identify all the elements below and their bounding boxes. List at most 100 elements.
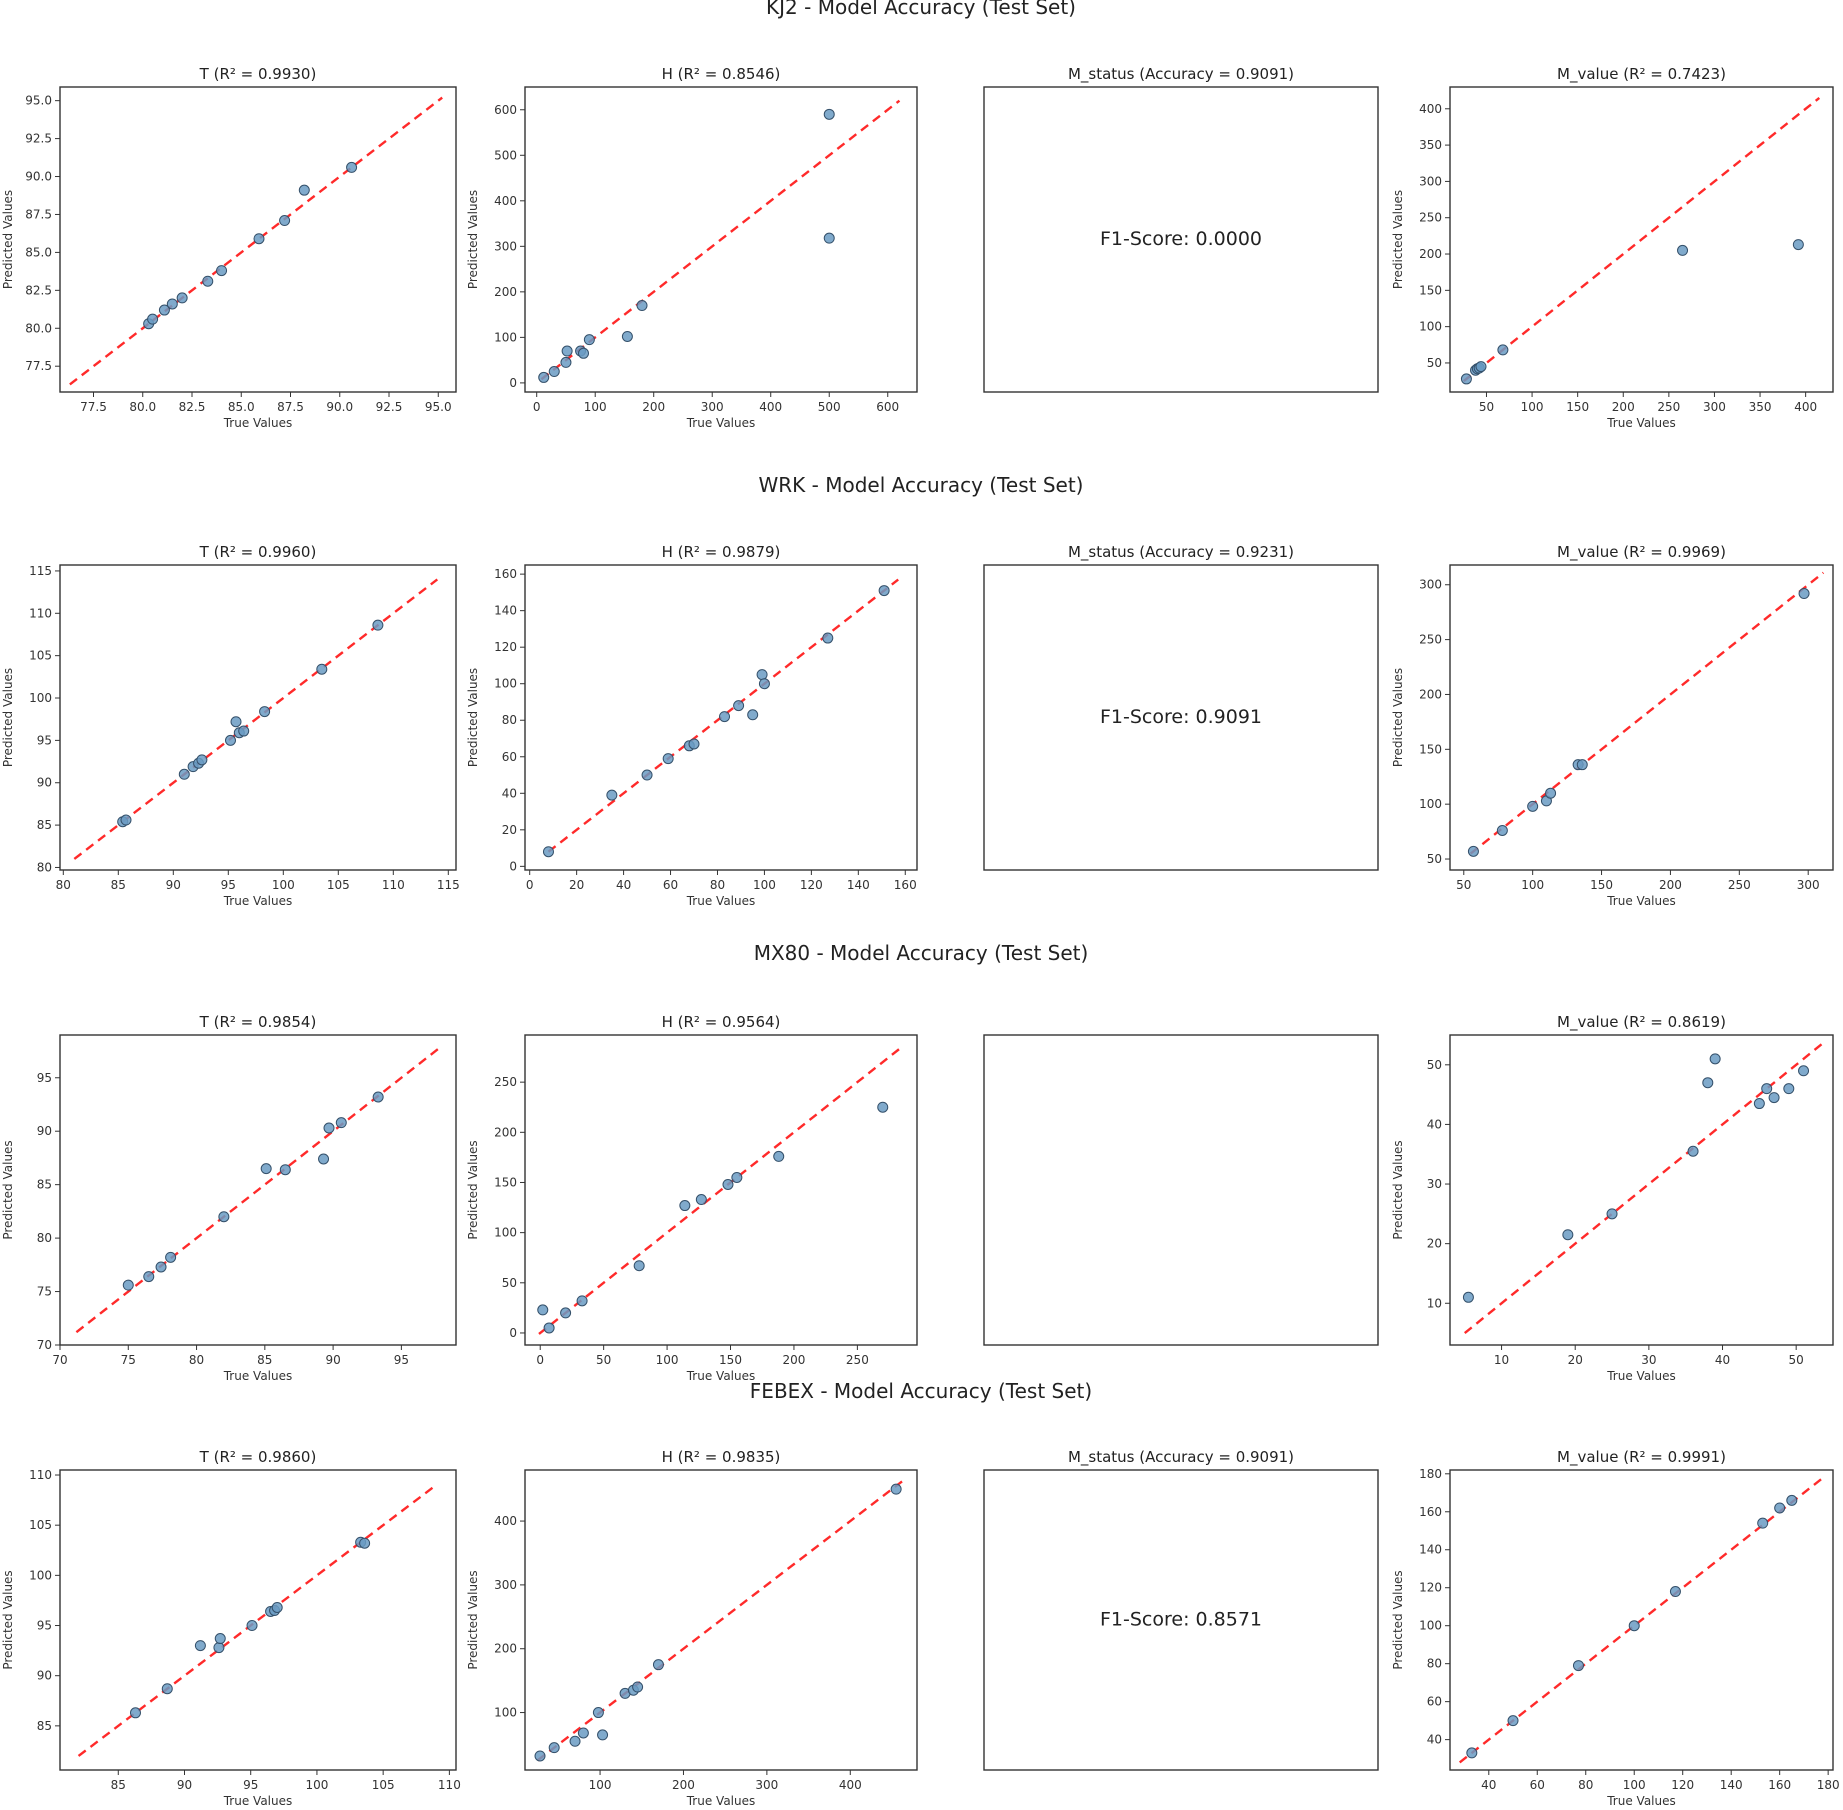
data-point xyxy=(542,846,554,858)
y-tick-label: 87.5 xyxy=(25,207,52,221)
x-axis-label: True Values xyxy=(686,1794,756,1808)
x-tick-label: 85 xyxy=(111,1778,126,1792)
data-point xyxy=(166,298,178,310)
data-point xyxy=(641,769,653,781)
x-tick-label: 40 xyxy=(1481,1778,1496,1792)
x-axis-label: True Values xyxy=(223,1369,293,1383)
x-tick-label: 40 xyxy=(616,878,631,892)
x-tick-label: 300 xyxy=(701,400,724,414)
ideal-line xyxy=(75,1044,444,1334)
y-axis-label: Predicted Values xyxy=(466,1570,480,1669)
y-tick-label: 50 xyxy=(1427,1058,1442,1072)
axes-frame xyxy=(983,1034,1379,1346)
x-tick-label: 150 xyxy=(719,1353,742,1367)
y-tick-label: 75 xyxy=(37,1285,52,1299)
panel-1: H (R² = 0.9564) 0 50 100 150 200 250 0 50 100 150 2… xyxy=(466,1013,918,1383)
data-point xyxy=(548,1742,560,1754)
axes-frame xyxy=(524,1034,918,1346)
y-tick-label: 90 xyxy=(37,776,52,790)
data-point xyxy=(143,1271,155,1283)
data-point xyxy=(158,304,170,316)
axes-frame xyxy=(983,1469,1379,1771)
y-tick-label: 300 xyxy=(494,239,517,253)
x-tick-label: 60 xyxy=(663,878,678,892)
x-tick-label: 350 xyxy=(1749,400,1772,414)
y-axis-label: Predicted Values xyxy=(1,1140,15,1239)
x-tick-label: 100 xyxy=(656,1353,679,1367)
row-2: MX80 - Model Accuracy (Test Set) T (R² = … xyxy=(1,941,1834,1383)
data-point xyxy=(323,1122,335,1134)
data-point xyxy=(1576,759,1588,771)
y-tick-label: 110 xyxy=(29,1468,52,1482)
x-tick-label: 60 xyxy=(1530,1778,1545,1792)
x-tick-label: 110 xyxy=(438,1778,461,1792)
panel-title: M_value (R² = 0.8619) xyxy=(1557,1013,1726,1032)
y-tick-label: 120 xyxy=(494,640,517,654)
x-tick-label: 50 xyxy=(1456,878,1471,892)
axes-frame xyxy=(59,1469,457,1771)
data-point xyxy=(878,585,890,597)
y-tick-label: 350 xyxy=(1419,138,1442,152)
data-point xyxy=(1757,1517,1769,1529)
panel-title: M_status (Accuracy = 0.9091) xyxy=(1068,65,1294,84)
y-tick-label: 80 xyxy=(502,713,517,727)
x-tick-label: 30 xyxy=(1641,1353,1656,1367)
x-axis-label: True Values xyxy=(686,416,756,430)
y-tick-label: 115 xyxy=(29,564,52,578)
data-point xyxy=(1628,1620,1640,1632)
x-tick-label: 95 xyxy=(221,878,236,892)
x-tick-label: 95.0 xyxy=(425,400,452,414)
x-tick-label: 115 xyxy=(437,878,460,892)
data-point xyxy=(1774,1502,1786,1514)
x-tick-label: 0 xyxy=(533,400,541,414)
y-tick-label: 10 xyxy=(1427,1296,1442,1310)
data-point xyxy=(318,1153,330,1165)
panel-title: H (R² = 0.8546) xyxy=(662,65,781,83)
x-tick-label: 100 xyxy=(272,878,295,892)
y-axis-label: Predicted Values xyxy=(466,190,480,289)
panel-3: M_value (R² = 0.9991) 40 60 80 100 120 140 160 1… xyxy=(1391,1448,1840,1808)
x-tick-label: 92.5 xyxy=(376,400,403,414)
data-point xyxy=(1562,1229,1574,1241)
data-point xyxy=(606,789,618,801)
data-point xyxy=(161,1683,173,1695)
data-point xyxy=(279,215,291,227)
y-tick-label: 160 xyxy=(494,567,517,581)
x-tick-label: 100 xyxy=(753,878,776,892)
data-point xyxy=(758,678,770,690)
x-tick-label: 400 xyxy=(1794,400,1817,414)
x-tick-label: 400 xyxy=(839,1778,862,1792)
y-tick-label: 400 xyxy=(1419,102,1442,116)
axes-frame xyxy=(524,564,918,871)
y-tick-label: 200 xyxy=(1419,247,1442,261)
x-tick-label: 85 xyxy=(257,1353,272,1367)
data-point xyxy=(120,814,132,826)
data-point xyxy=(122,1279,134,1291)
y-tick-label: 110 xyxy=(29,606,52,620)
data-point xyxy=(259,706,271,718)
data-point xyxy=(178,768,190,780)
panel-title: T (R² = 0.9854) xyxy=(199,1013,317,1031)
data-point xyxy=(1792,239,1804,251)
y-tick-label: 80 xyxy=(37,860,52,874)
data-point xyxy=(560,1307,572,1319)
y-tick-label: 200 xyxy=(494,1642,517,1656)
x-tick-label: 82.5 xyxy=(179,400,206,414)
data-point xyxy=(719,711,731,723)
data-point xyxy=(271,1601,283,1613)
x-tick-label: 50 xyxy=(1479,400,1494,414)
data-point xyxy=(773,1150,785,1162)
x-tick-label: 100 xyxy=(584,400,607,414)
data-point xyxy=(316,663,328,675)
x-axis-label: True Values xyxy=(1606,894,1676,908)
panel-0: T (R² = 0.9960) 80 85 90 95 100 105 110 115 80 85 9… xyxy=(1,543,460,908)
y-tick-label: 0 xyxy=(509,859,517,873)
x-tick-label: 80.0 xyxy=(129,400,156,414)
x-tick-label: 180 xyxy=(1817,1778,1840,1792)
data-point xyxy=(632,1681,644,1693)
x-tick-label: 105 xyxy=(372,1778,395,1792)
data-point xyxy=(147,313,159,325)
data-point xyxy=(1677,244,1689,256)
data-point xyxy=(534,1750,546,1762)
y-axis-label: Predicted Values xyxy=(466,1140,480,1239)
